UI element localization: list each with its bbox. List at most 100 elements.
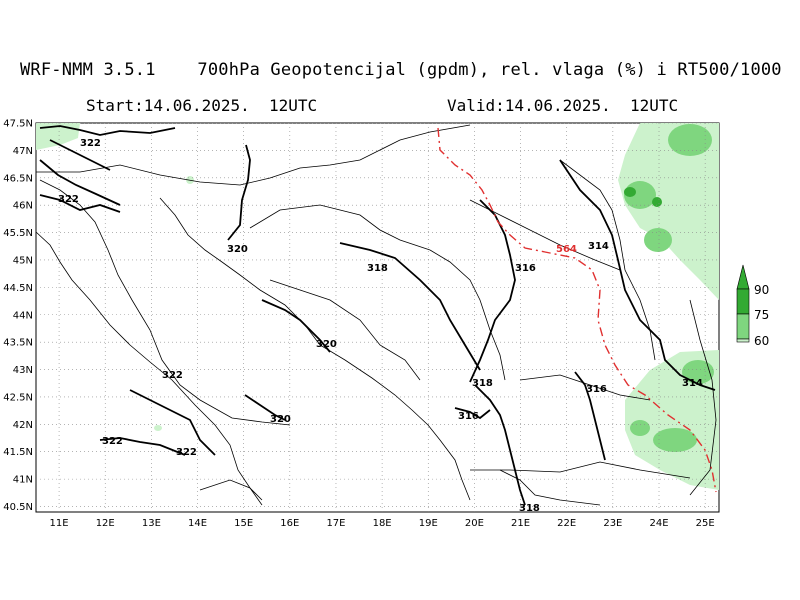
lon-tick-label: 21E <box>511 518 530 529</box>
contour-316-albania <box>454 407 491 420</box>
lat-tick-label: 42N <box>13 420 33 431</box>
lon-tick-label: 17E <box>326 518 345 529</box>
legend-swatch-75 <box>736 313 750 340</box>
contour-320-south <box>244 394 286 421</box>
lat-tick-label: 44N <box>13 310 33 321</box>
coastline-aegean <box>499 469 601 506</box>
border-greece <box>470 461 691 479</box>
lon-tick-label: 22E <box>557 518 576 529</box>
contour-322-north <box>39 125 176 206</box>
start-time: Start:14.06.2025. 12UTC <box>86 96 318 115</box>
chart-title: WRF-NMM 3.5.1 700hPa Geopotencijal (gpdm… <box>20 60 782 80</box>
contour-322-south <box>99 437 186 456</box>
humidity-core-se1 <box>682 360 714 384</box>
lon-tick-label: 18E <box>373 518 392 529</box>
contour-322-west <box>39 194 121 213</box>
legend-arrow <box>736 264 750 290</box>
contour-320-slovenia <box>227 144 251 241</box>
humidity-core-se2 <box>653 428 697 452</box>
contour-318 <box>339 242 481 371</box>
humidity-core-ne3 <box>668 124 712 156</box>
lat-tick-label: 43N <box>13 365 33 376</box>
legend-swatch-90 <box>736 288 750 315</box>
lon-tick-label: 15E <box>234 518 253 529</box>
rt-label: 564 <box>556 244 577 255</box>
coastlines-borders <box>36 124 717 506</box>
lon-tick-label: 14E <box>188 518 207 529</box>
lat-tick-label: 42.5N <box>3 392 33 403</box>
contour-label: 322 <box>162 370 183 381</box>
coastline-adriatic-east <box>159 197 471 501</box>
contour-label: 318 <box>519 503 540 514</box>
lon-tick-label: 23E <box>603 518 622 529</box>
lat-tick-label: 45.5N <box>3 228 33 239</box>
contour-labels: 322 322 320 318 316 314 320 322 322 322 … <box>58 138 703 514</box>
lon-tick-label: 11E <box>50 518 69 529</box>
contour-label: 318 <box>367 263 388 274</box>
contour-label: 314 <box>588 241 609 252</box>
lat-tick-label: 43.5N <box>3 338 33 349</box>
coastline-italy-west <box>36 231 263 501</box>
contour-label: 322 <box>80 138 101 149</box>
humidity-legend: 90 75 60 <box>736 264 769 348</box>
contour-314 <box>559 159 716 391</box>
lat-tick-label: 47.5N <box>3 119 33 130</box>
border-croatia <box>249 204 431 251</box>
humidity-core-se3 <box>630 420 650 436</box>
contour-320-dalmatia <box>261 299 331 353</box>
lon-tick-label: 25E <box>696 518 715 529</box>
contour-318-south <box>474 384 526 506</box>
contour-316-south <box>574 371 606 461</box>
legend-label-60: 60 <box>754 334 769 348</box>
border-bulgaria <box>519 374 651 401</box>
lat-tick-label: 44.5N <box>3 283 33 294</box>
lat-lon-grid <box>36 123 719 512</box>
contour-322-italy <box>129 389 216 456</box>
coastline-adriatic-west <box>39 179 291 426</box>
contour-label: 318 <box>472 378 493 389</box>
lon-tick-label: 13E <box>142 518 161 529</box>
lat-tick-label: 45N <box>13 255 33 266</box>
border-romania <box>469 199 621 271</box>
humidity-spot-2 <box>154 425 162 431</box>
latitude-labels: 47.5N 47N 46.5N 46N 45.5N 45N 44.5N 44N 43.5N 43N… <box>3 119 33 514</box>
contour-label: 320 <box>316 339 337 350</box>
humidity-core-ne5 <box>652 197 662 207</box>
lat-tick-label: 46.5N <box>3 173 33 184</box>
map-frame <box>35 122 720 513</box>
contour-label: 316 <box>515 263 536 274</box>
border-north <box>36 124 471 186</box>
coastline-black-sea <box>689 299 717 496</box>
contour-label: 322 <box>176 447 197 458</box>
lat-tick-label: 40.5N <box>3 502 33 513</box>
lon-tick-label: 19E <box>419 518 438 529</box>
humidity-shading <box>36 123 719 490</box>
longitude-labels: 11E 12E 13E 14E 15E 16E 17E 18E 19E 20E 21E 22E 23E 2… <box>50 518 715 529</box>
legend-label-75: 75 <box>754 308 769 322</box>
lat-tick-label: 41N <box>13 475 33 486</box>
lat-tick-label: 41.5N <box>3 447 33 458</box>
lat-tick-label: 46N <box>13 201 33 212</box>
border-serbia <box>429 249 506 381</box>
humidity-core-ne4 <box>624 187 636 197</box>
lat-tick-label: 47N <box>13 146 33 157</box>
valid-time: Valid:14.06.2025. 12UTC <box>447 96 679 115</box>
coastline-italy-south <box>199 479 263 506</box>
humidity-core-ne2 <box>644 228 672 252</box>
border-bosnia <box>269 279 421 381</box>
humidity-area-se <box>625 350 719 490</box>
lon-tick-label: 12E <box>96 518 115 529</box>
legend-swatch-60 <box>736 338 750 343</box>
contour-label: 316 <box>458 411 479 422</box>
lon-tick-label: 16E <box>280 518 299 529</box>
humidity-area-nw <box>36 123 80 150</box>
contour-label: 314 <box>682 378 703 389</box>
contour-label: 320 <box>227 244 248 255</box>
contour-label: 322 <box>102 436 123 447</box>
humidity-area-ne <box>618 123 719 300</box>
legend-label-90: 90 <box>754 283 769 297</box>
lon-tick-label: 24E <box>649 518 668 529</box>
contour-label: 322 <box>58 194 79 205</box>
border-east <box>559 159 656 361</box>
